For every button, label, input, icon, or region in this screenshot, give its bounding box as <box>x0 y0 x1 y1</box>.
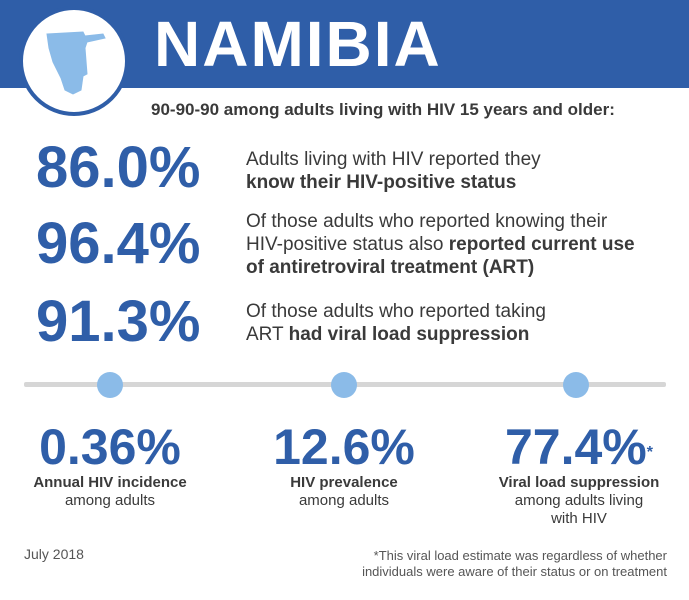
stat-value: 12.6% <box>273 419 415 475</box>
metric-value: 96.4% <box>36 211 201 276</box>
stat-label: with HIV <box>551 510 607 527</box>
stat-label: among adults <box>298 492 390 509</box>
metric-description: Of those adults who reported knowing the… <box>246 210 686 279</box>
map-badge <box>19 6 129 116</box>
stat-label-bold: Annual HIV incidence <box>33 474 187 491</box>
subtitle: 90-90-90 among adults living with HIV 15… <box>151 100 615 119</box>
publication-date: July 2018 <box>24 546 84 562</box>
metric-text-bold: reported current use <box>448 234 635 255</box>
stat-label-bold: HIV prevalence <box>290 474 398 491</box>
metric-text-bold: had viral load suppression <box>288 324 530 345</box>
metric-text: HIV-positive status also <box>246 234 449 255</box>
metric-text: Adults living with HIV reported they <box>246 149 541 170</box>
divider-dot <box>331 372 357 398</box>
stat-label: among adults <box>64 492 156 509</box>
metric-value: 91.3% <box>36 289 201 354</box>
footnote: *This viral load estimate was regardless… <box>362 548 667 580</box>
metric-description: Of those adults who reported taking ART … <box>246 300 686 346</box>
stat-prevalence: 12.6% HIV prevalence among adults <box>244 420 444 510</box>
footnote-line: *This viral load estimate was regardless… <box>373 548 667 563</box>
stat-incidence: 0.36% Annual HIV incidence among adults <box>10 420 210 510</box>
stat-value: 0.36% <box>39 419 181 475</box>
metric-text: Of those adults who reported taking <box>246 301 546 322</box>
metric-text: Of those adults who reported knowing the… <box>246 211 608 232</box>
stat-value: 77.4% <box>504 419 647 475</box>
metric-text-bold: of antiretroviral treatment (ART) <box>246 257 535 278</box>
stat-value-wrap: 77.4%* <box>474 420 684 474</box>
metric-value: 86.0% <box>36 135 201 200</box>
metric-text-bold: know their HIV-positive status <box>246 172 517 193</box>
namibia-map-icon <box>46 31 106 95</box>
metric-text: ART <box>246 324 289 345</box>
asterisk-mark: * <box>646 444 653 461</box>
divider-dot <box>563 372 589 398</box>
footnote-line: individuals were aware of their status o… <box>362 564 667 579</box>
stat-viral-load: 77.4%* Viral load suppression among adul… <box>474 420 684 528</box>
stat-label-bold: Viral load suppression <box>498 474 660 491</box>
divider-dot <box>97 372 123 398</box>
metric-description: Adults living with HIV reported they kno… <box>246 148 686 194</box>
stat-label: among adults living <box>514 492 644 509</box>
country-title: NAMIBIA <box>154 8 442 80</box>
